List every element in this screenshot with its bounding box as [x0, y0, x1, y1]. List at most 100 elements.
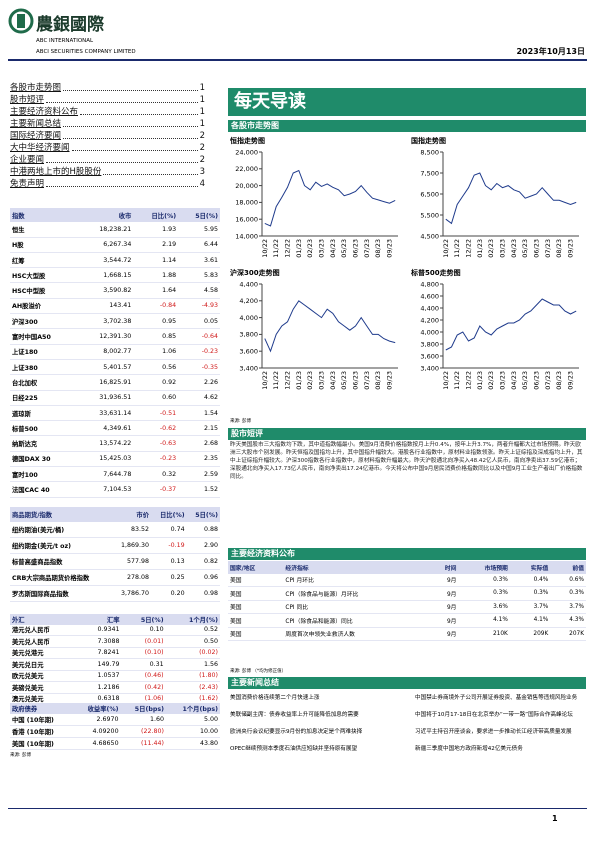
y-tick-label: 4,800 — [420, 280, 439, 288]
x-tick-label: 08/23 — [555, 371, 563, 390]
x-tick-label: 07/23 — [544, 371, 552, 390]
cell: 4.68650 — [92, 740, 119, 747]
cell: 16,825.91 — [99, 378, 132, 386]
page-number: 1 — [552, 814, 558, 823]
company-en: ABC INTERNATIONAL — [36, 38, 94, 44]
toc-entry: 各股市走势图 1 — [10, 82, 205, 94]
table-row: 美国 CPI 同比 9月 3.6% 3.7% 3.7% — [228, 600, 586, 614]
news-item: 欧洲央行会议纪要显示9月份的加息决定是个两难抉择 — [230, 729, 363, 735]
toc-title: 大中华经济要闻 — [10, 143, 70, 153]
x-tick-label: 12/22 — [465, 371, 473, 390]
table-row: 美国 CPI（除食品与能源）月环比 9月 0.3% 0.3% 0.3% — [228, 587, 586, 600]
x-tick-label: 08/23 — [374, 371, 382, 390]
y-tick-label: 3,400 — [420, 364, 439, 372]
cell: 1.56 — [203, 660, 218, 668]
chart-title: 沪深300走势图 — [230, 268, 280, 277]
chart: 沪深300走势图 3,400 3,600 3,800 4,000 4,200 4,400 10… — [230, 268, 398, 390]
table-row: 香港 (10年期) 4.09200 (22.80) 10.00 — [10, 726, 220, 738]
cell: 标普500 — [12, 425, 38, 433]
cell: 0.92 — [162, 378, 177, 386]
toc: 各股市走势图 1 股市短评 1 主要经济资料公布 1 主要新闻总结 1 国际经济要闻 2 大中华经济… — [10, 82, 205, 190]
logo-text: 農銀國際 — [36, 15, 104, 35]
cell: 1.06 — [162, 348, 177, 356]
x-tick-label: 12/22 — [465, 239, 473, 258]
x-tick-label: 12/22 — [284, 239, 292, 258]
x-tick-label: 09/23 — [567, 239, 575, 258]
cell: 0.60 — [162, 394, 177, 402]
table-row: 纽约期油(美元/桶) 83.52 0.74 0.88 — [10, 522, 220, 538]
cell: 美国 — [230, 605, 242, 612]
cell: 149.79 — [97, 660, 120, 668]
x-tick-label: 04/23 — [510, 371, 518, 390]
date: 2023年10月13日 — [516, 47, 585, 56]
header-row: 指数 收市 日比(%) 5日(%) — [10, 208, 220, 223]
cell: (0.42) — [144, 683, 164, 691]
table-body: 美国 CPI 月环比 9月 0.3% 0.4% 0.6% 美国 CPI（除食品与能源）月环比 9… — [228, 574, 586, 641]
economic-table: 国家/地区 经济指标 时间 市场预期 实际值 前值 美国 CPI 月环比 9月 0.3% 0.4% 0… — [228, 561, 586, 641]
news-left: 美国消费价格连续第二个月快速上涨 美联储副主席：债券收益率上升可能降低加息的需要欧… — [230, 694, 405, 762]
cell: 香港 (10年期) — [12, 729, 54, 736]
cell: 0.82 — [203, 558, 218, 565]
cell: 纽约期油(美元/桶) — [12, 527, 65, 534]
cell: 209K — [533, 630, 549, 637]
cell: 1.0537 — [97, 672, 120, 680]
cell: 31,936.51 — [99, 394, 132, 402]
cell: 2.35 — [203, 455, 218, 463]
cell: 2.90 — [203, 542, 218, 549]
y-tick-label: 22,000 — [235, 165, 258, 173]
column-header: 收益率(%) — [72, 703, 121, 714]
x-tick-label: 09/23 — [386, 239, 394, 258]
table-body: 港元兑人民币 0.9341 0.10 0.52 美元兑人民币 7.3088 (0.01) 0.… — [10, 625, 220, 705]
cell: 港元兑人民币 — [12, 627, 50, 635]
footer-rule — [8, 808, 587, 809]
column-header: 政府债券 — [10, 703, 73, 714]
toc-entry: 主要经济资料公布 1 — [10, 106, 205, 118]
cell: 0.3% — [493, 590, 508, 597]
column-header: 5日(bps) — [120, 703, 166, 714]
cell: 富时100 — [12, 471, 38, 479]
x-tick-label: 03/23 — [318, 239, 326, 258]
column-header: 经济指标 — [283, 561, 429, 574]
cell: -0.51 — [159, 409, 177, 417]
y-tick-label: 3,400 — [239, 364, 258, 372]
toc-leader — [46, 94, 198, 103]
commodity-table: 商品期货/指数 市价 日比(%) 5日(%) 纽约期油(美元/桶) 83.52 0.74 0.… — [10, 507, 220, 602]
cell: CRB大宗商品期货价格指数 — [12, 575, 90, 582]
cell: 美元兑人民币 — [12, 638, 50, 646]
cell: 0.05 — [203, 317, 218, 325]
toc-title: 中港两地上市的H股股份 — [10, 167, 102, 177]
header-row: 外汇 汇率 5日(%) 1个月(%) — [10, 614, 220, 625]
cell: 7.8241 — [97, 649, 120, 657]
cell: 0.3% — [533, 590, 549, 597]
cell: 纳斯达克 — [12, 441, 38, 449]
cell: 207K — [569, 630, 584, 637]
cell: AH股溢价 — [12, 303, 42, 311]
table-row: 美国 CPI（除食品和能源）同比 9月 4.1% 4.1% 4.3% — [228, 614, 586, 627]
cell: 道琼斯 — [12, 410, 31, 418]
cell: (22.80) — [141, 728, 164, 735]
fx-table: 外汇 汇率 5日(%) 1个月(%) 港元兑人民币 0.9341 0.10 0.52 美元兑人民… — [10, 614, 220, 705]
toc-page: 1 — [199, 83, 205, 93]
cell: -0.19 — [168, 542, 185, 549]
cell: HSC大型股 — [12, 272, 46, 280]
table-row: 罗杰斯国际商品指数 3,786.70 0.20 0.98 — [10, 586, 220, 602]
column-header: 国家/地区 — [228, 561, 284, 574]
y-tick-label: 18,000 — [235, 199, 258, 207]
cell: 1.2186 — [97, 683, 120, 691]
toc-title: 国际经济要闻 — [10, 131, 62, 141]
cell: 标普高盛商品指数 — [12, 559, 63, 566]
x-tick-label: 04/23 — [329, 371, 337, 390]
x-tick-label: 03/23 — [499, 371, 507, 390]
cell: CPI（除食品和能源）同比 — [285, 618, 353, 625]
table-row: 美元兑港元 7.8241 (0.10) (0.02) — [10, 647, 220, 659]
toc-entry: 企业要闻 2 — [10, 154, 205, 166]
cell: 红筹 — [12, 257, 25, 265]
x-tick-label: 10/22 — [261, 371, 269, 390]
cell: 美国 — [230, 632, 242, 639]
column-header: 实际值 — [509, 561, 551, 574]
cell: 富时中国A50 — [12, 334, 51, 342]
x-tick-label: 11/22 — [272, 239, 280, 258]
cell: 9月 — [446, 591, 457, 598]
toc-page: 2 — [199, 155, 205, 165]
table-row: 日经225 31,936.51 0.60 4.62 — [10, 390, 220, 406]
